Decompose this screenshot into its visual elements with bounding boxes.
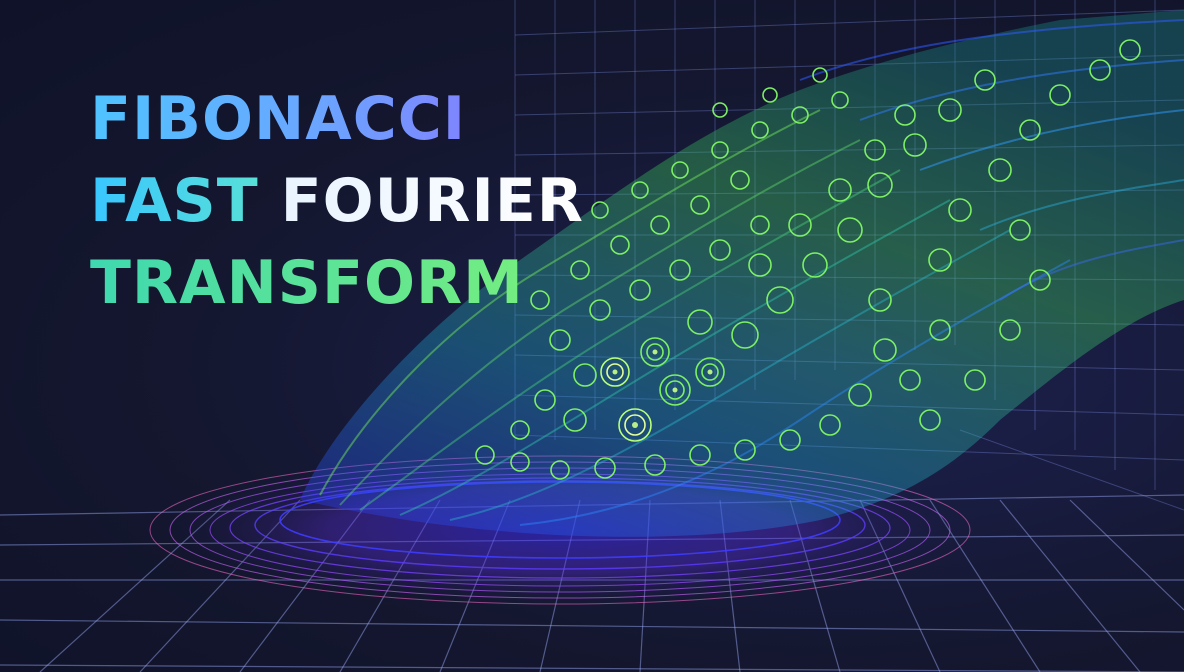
title-line-1: FIBONACCI: [90, 78, 584, 160]
title-block: FIBONACCI FAST FOURIER TRANSFORM: [90, 78, 584, 324]
spiral-dots: [612, 349, 713, 428]
title-line-2: FAST FOURIER: [90, 160, 584, 242]
wave-body: [300, 10, 1184, 537]
title-word-fast: FAST: [90, 166, 259, 236]
title-word-fourier: FOURIER: [280, 166, 585, 236]
title-line-3: TRANSFORM: [90, 242, 584, 324]
spiral-circles: [475, 39, 1141, 480]
